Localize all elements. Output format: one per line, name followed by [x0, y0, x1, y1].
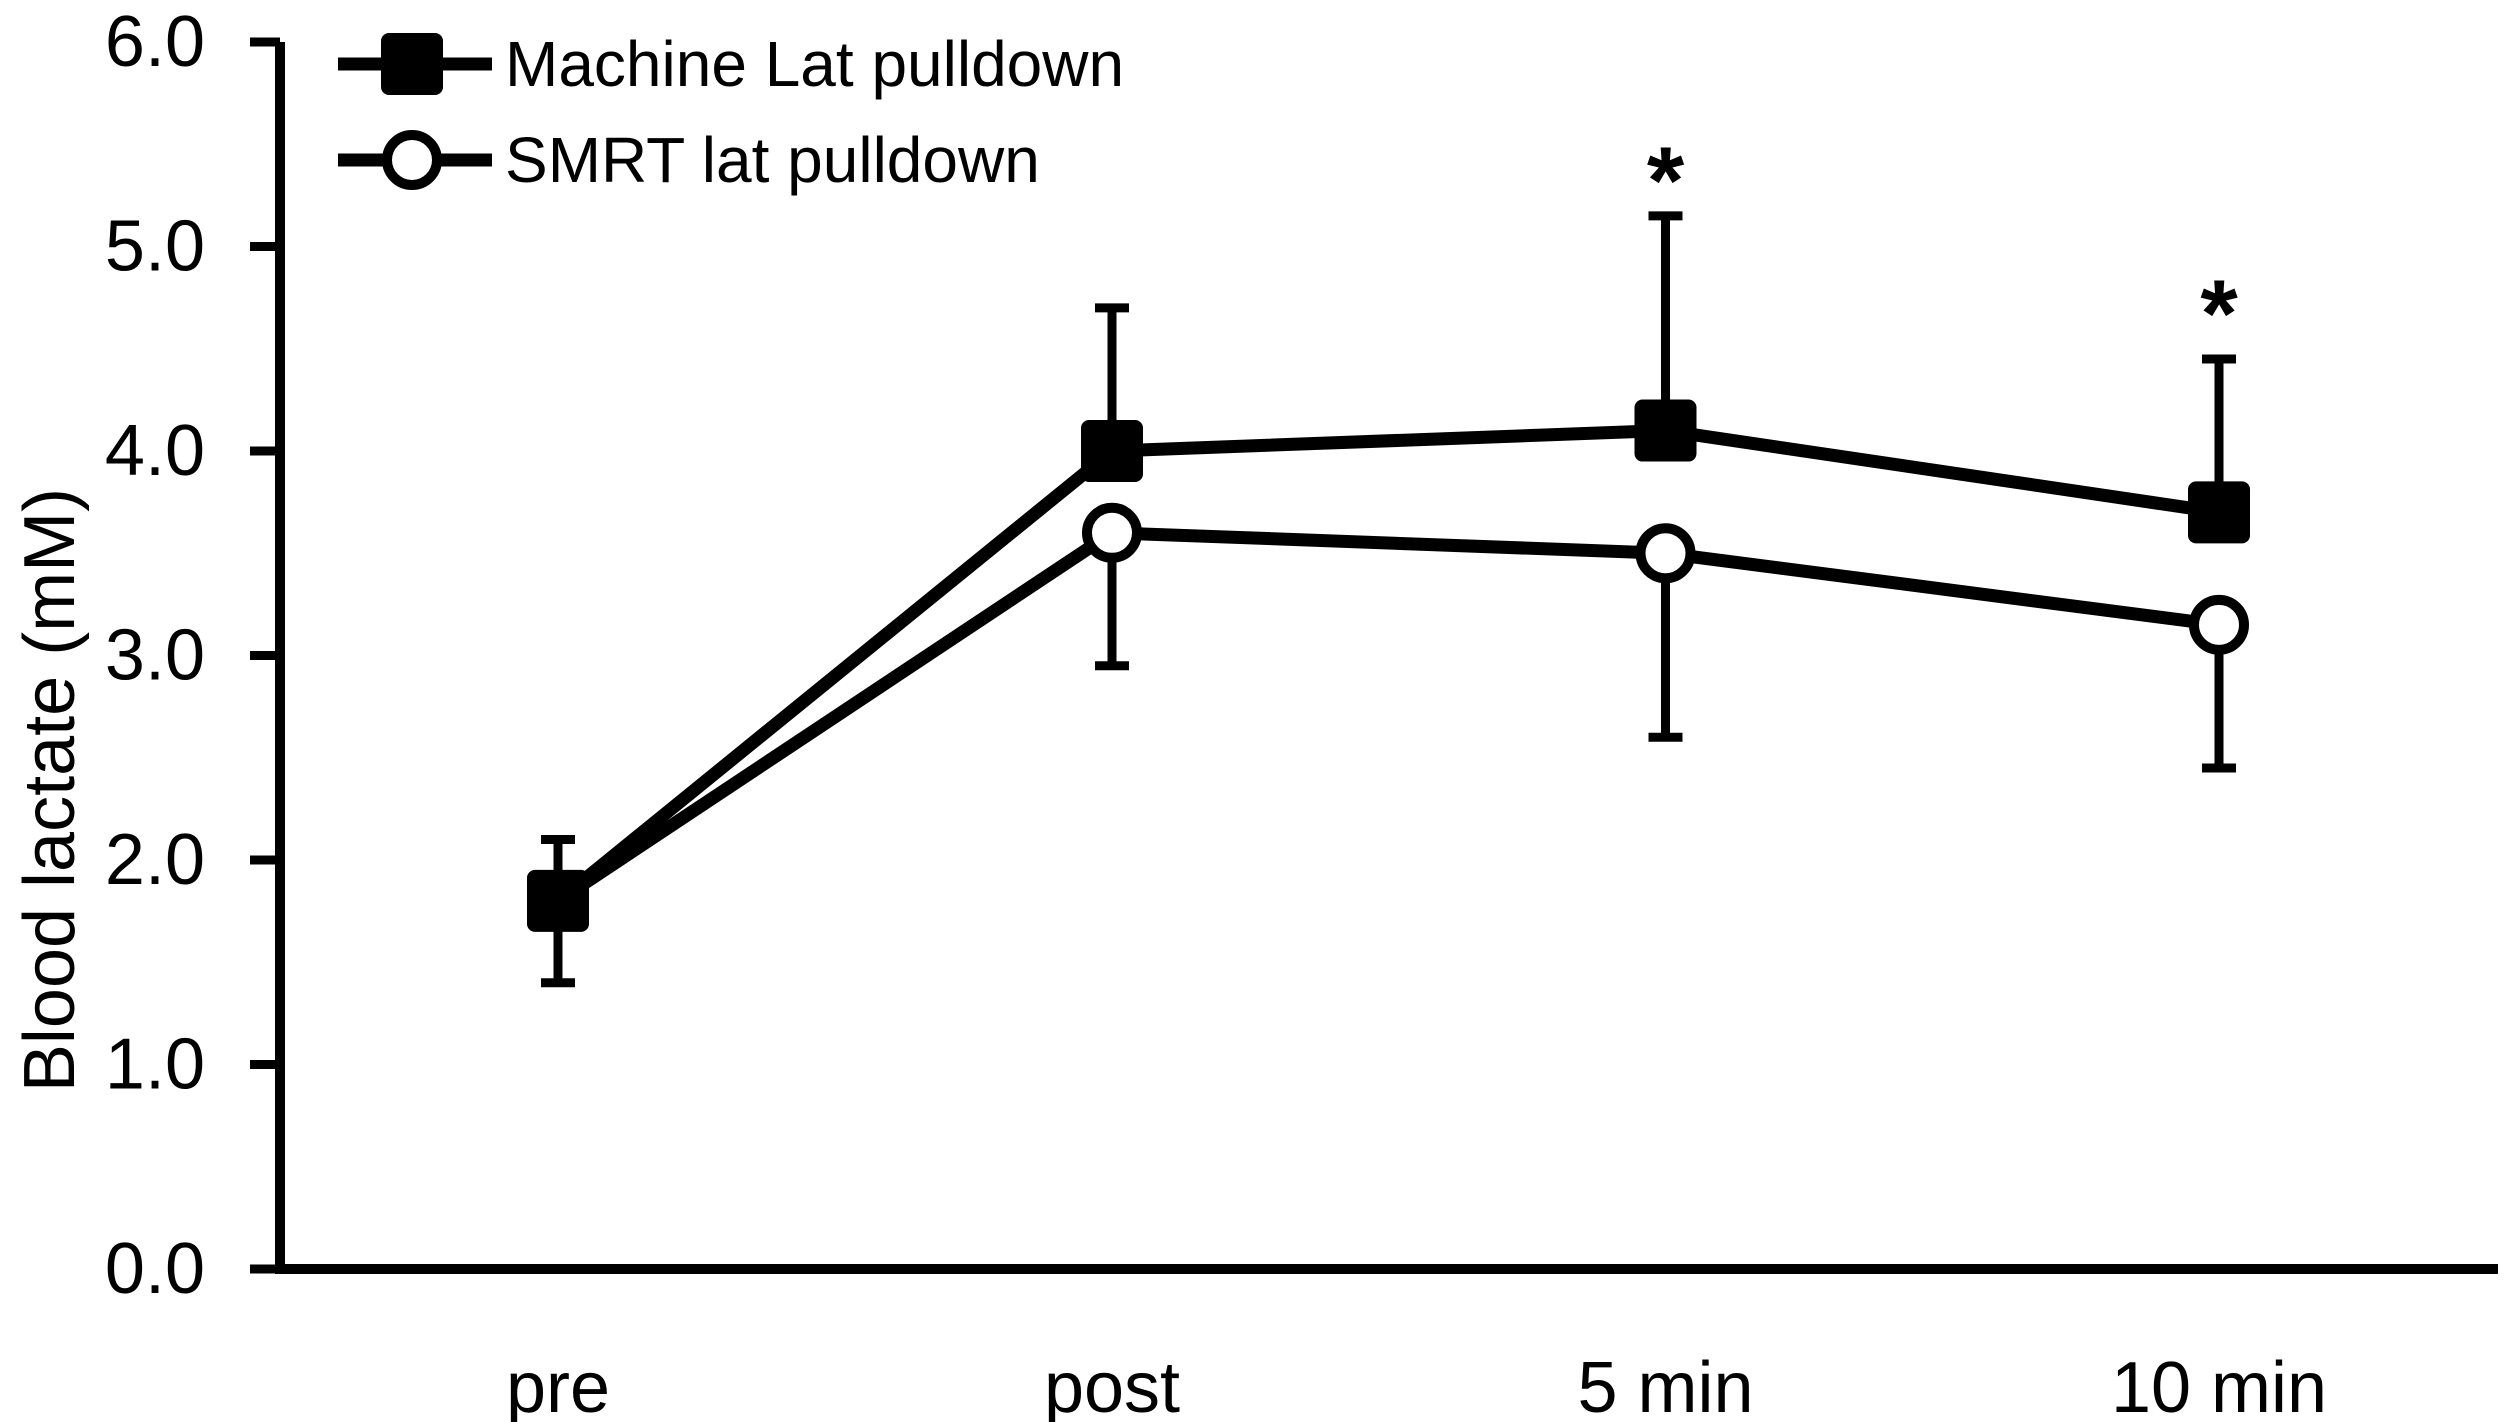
x-category-label: 5 min: [1577, 1348, 1753, 1422]
y-tick-label: 1.0: [105, 1025, 205, 1105]
filled-square-marker: [1081, 420, 1143, 482]
y-tick-label: 2.0: [105, 820, 205, 900]
open-circle-marker: [1635, 523, 1696, 584]
series-line-smrt: [554, 526, 2220, 907]
legend-label: Machine Lat pulldown: [505, 28, 1124, 100]
x-category-label: 10 min: [2111, 1348, 2327, 1422]
y-tick-label: 4.0: [105, 411, 205, 491]
y-tick-label: 5.0: [105, 207, 205, 287]
x-category-label: post: [1044, 1348, 1180, 1422]
legend-open-circle-icon: [382, 130, 442, 190]
filled-square-marker: [1634, 399, 1697, 462]
open-circle-marker: [2189, 594, 2249, 655]
legend-label: SMRT lat pulldown: [505, 124, 1040, 196]
y-axis-title: Blood lactate (mM): [10, 488, 90, 1092]
series-line-machine: [553, 424, 2220, 906]
y-tick-label: 6.0: [105, 2, 205, 82]
significance-asterisk: *: [2200, 261, 2238, 368]
x-category-label: pre: [506, 1348, 610, 1422]
y-tick-label: 3.0: [105, 616, 205, 696]
y-tick-label: 0.0: [105, 1229, 205, 1309]
filled-square-marker: [2188, 481, 2250, 544]
legend-filled-square-icon: [381, 33, 443, 95]
filled-square-marker: [527, 869, 589, 932]
significance-asterisk: *: [1647, 128, 1685, 235]
open-circle-marker: [1082, 502, 1142, 563]
